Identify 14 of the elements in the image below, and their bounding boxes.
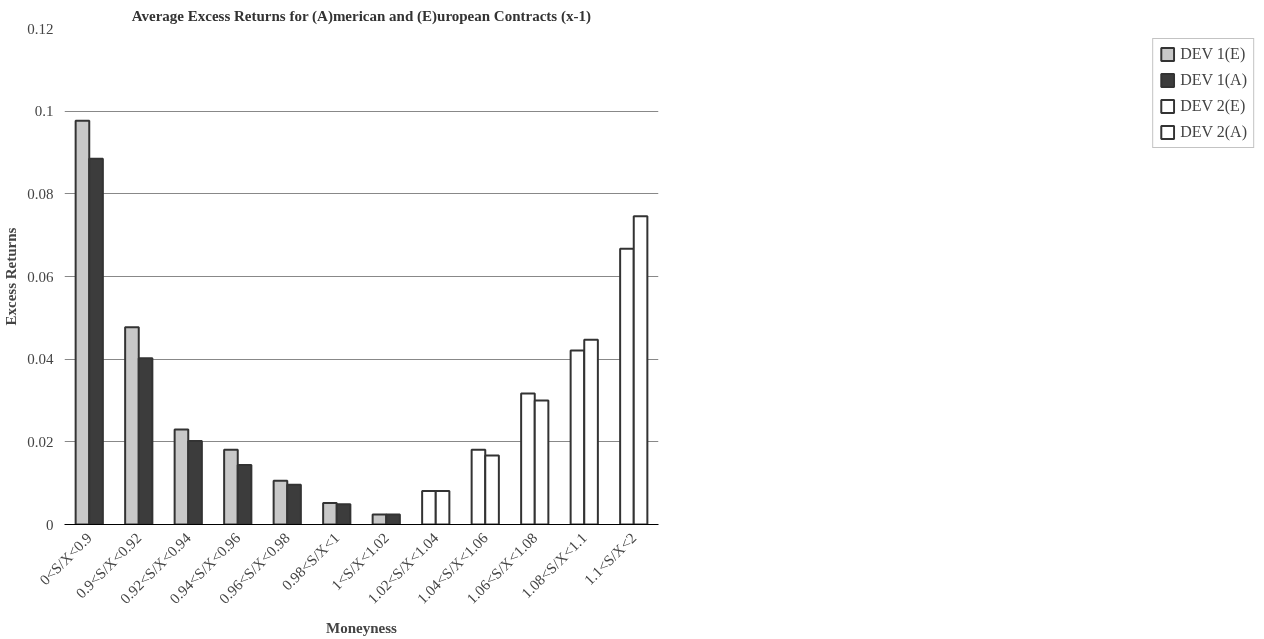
y-tick-label: 0.06 [27, 268, 54, 285]
x-axis-title: Moneyness [326, 620, 398, 637]
y-axis-title: Excess Returns [3, 227, 20, 326]
legend-label: DEV 2(E) [1180, 97, 1246, 115]
legend-label: DEV 1(E) [1180, 45, 1246, 63]
y-tick-label: 0.02 [27, 433, 54, 450]
y-tick-label: 0.1 [34, 103, 54, 120]
legend-label: DEV 1(A) [1180, 71, 1247, 89]
y-tick-label: 0 [46, 516, 54, 533]
legend-label: DEV 2(A) [1180, 123, 1247, 141]
y-tick-label: 0.04 [27, 351, 54, 368]
y-tick-label: 0.12 [27, 20, 54, 37]
y-tick-label: 0.08 [27, 185, 54, 202]
chart-title: Average Excess Returns for (A)merican and (E)uropean Contracts (x-1) [131, 7, 591, 25]
